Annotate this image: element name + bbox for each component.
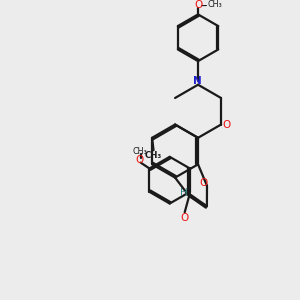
Text: O: O bbox=[194, 0, 202, 10]
Text: O: O bbox=[222, 119, 230, 130]
Text: O: O bbox=[181, 213, 189, 223]
Text: O: O bbox=[199, 178, 207, 188]
Text: O: O bbox=[135, 155, 144, 165]
Text: CH₃: CH₃ bbox=[145, 151, 162, 160]
Text: CH₃: CH₃ bbox=[208, 1, 222, 10]
Text: N: N bbox=[194, 76, 202, 86]
Text: H: H bbox=[180, 188, 188, 199]
Text: CH₃: CH₃ bbox=[132, 148, 147, 157]
